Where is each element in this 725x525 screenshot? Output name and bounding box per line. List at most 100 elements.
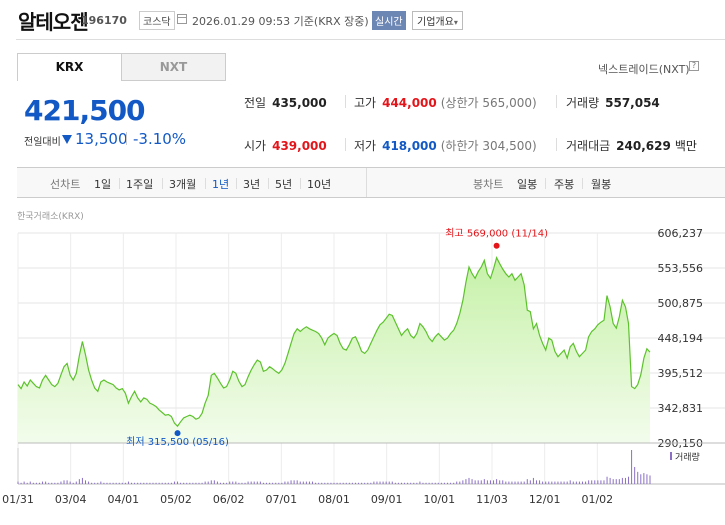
volume-bar xyxy=(612,479,614,484)
volume-bar xyxy=(354,482,356,484)
volume-bar xyxy=(569,480,571,484)
volume-legend-label: 거래량 xyxy=(675,451,700,463)
volume-bar xyxy=(545,481,547,484)
volume-bar xyxy=(443,482,445,484)
volume-bar xyxy=(471,479,473,484)
volume-bar xyxy=(167,482,169,484)
period-1w[interactable]: 1주일 xyxy=(126,178,154,191)
stat-low: 저가 418,000 (하한가 304,500) xyxy=(354,137,537,154)
volume-bar xyxy=(131,482,133,484)
volume-bar xyxy=(440,482,442,484)
period-divider xyxy=(300,178,301,189)
volume-bar xyxy=(287,481,289,484)
volume-bar xyxy=(551,481,553,484)
x-tick-label: 08/01 xyxy=(318,493,350,506)
volume-bar xyxy=(106,482,108,484)
volume-bar xyxy=(88,481,90,484)
period-divider xyxy=(162,178,163,189)
volume-bar xyxy=(388,481,390,484)
volume-bar xyxy=(505,481,507,484)
tab-nxt[interactable]: NXT xyxy=(121,53,226,81)
volume-bar xyxy=(223,482,225,484)
volume-bar xyxy=(121,482,123,484)
stat-divider xyxy=(345,138,346,151)
stat-label: 거래량 xyxy=(566,96,600,110)
stat-prev-close: 전일 435,000 xyxy=(244,94,327,111)
period-bar-divider xyxy=(366,168,367,197)
volume-bar xyxy=(91,482,93,484)
volume-bar xyxy=(72,482,74,484)
tab-krx[interactable]: KRX xyxy=(17,53,122,81)
volume-bar xyxy=(315,482,317,484)
volume-bar xyxy=(502,480,504,484)
line-chart-label: 선차트 xyxy=(50,178,81,191)
volume-bar xyxy=(262,482,264,484)
volume-bar xyxy=(152,482,154,484)
volume-bar xyxy=(250,481,252,484)
period-1y[interactable]: 1년 xyxy=(212,178,230,191)
volume-bar xyxy=(566,481,568,484)
candle-weekly[interactable]: 주봉 xyxy=(554,178,575,191)
volume-bar xyxy=(336,482,338,484)
candle-daily[interactable]: 일봉 xyxy=(517,178,538,191)
stat-high: 고가 444,000 (상한가 565,000) xyxy=(354,94,537,111)
volume-bar xyxy=(201,482,203,484)
period-divider xyxy=(582,178,583,189)
period-3m[interactable]: 3개월 xyxy=(169,178,197,191)
realtime-button[interactable]: 실시간 xyxy=(372,11,406,30)
volume-bar xyxy=(489,480,491,484)
volume-bar xyxy=(143,482,145,484)
volume-bar xyxy=(272,482,274,484)
volume-bar xyxy=(112,482,114,484)
candle-monthly[interactable]: 월봉 xyxy=(591,178,612,191)
volume-bar xyxy=(321,482,323,484)
stat-label: 시가 xyxy=(244,139,267,153)
volume-bar xyxy=(308,481,310,484)
volume-bar xyxy=(358,482,360,484)
volume-bar xyxy=(606,476,608,484)
volume-bar xyxy=(330,482,332,484)
period-bar: 선차트 1일 1주일 3개월 1년 3년 5년 10년 봉차트 일봉 주봉 월봉 xyxy=(17,167,725,198)
volume-bar xyxy=(137,482,139,484)
company-info-button[interactable]: 기업개요▾ xyxy=(412,11,463,30)
volume-bar xyxy=(247,481,249,484)
volume-bar xyxy=(140,482,142,484)
stat-value: 439,000 xyxy=(272,139,327,153)
period-3y[interactable]: 3년 xyxy=(243,178,261,191)
volume-bar xyxy=(345,482,347,484)
volume-bar xyxy=(48,482,50,484)
help-icon[interactable]: ? xyxy=(689,61,699,71)
nextrade-link[interactable]: 넥스트레이드(NXT) xyxy=(598,63,690,76)
volume-bar xyxy=(373,481,375,484)
volume-bar xyxy=(394,482,396,484)
stat-amount: 거래대금 240,629 백만 xyxy=(566,137,697,154)
y-tick-label: 448,194 xyxy=(658,332,704,345)
volume-bar xyxy=(628,476,630,484)
volume-bar xyxy=(637,471,639,484)
volume-bar xyxy=(370,482,372,484)
volume-bar xyxy=(241,482,243,484)
volume-bar xyxy=(51,482,53,484)
change-divider xyxy=(126,132,127,145)
period-5y[interactable]: 5년 xyxy=(275,178,293,191)
volume-bar xyxy=(634,467,636,484)
period-10y[interactable]: 10년 xyxy=(307,178,332,191)
stat-label: 저가 xyxy=(354,139,377,153)
volume-bar xyxy=(526,479,528,484)
volume-bar xyxy=(493,480,495,484)
volume-bar xyxy=(391,481,393,484)
volume-bar xyxy=(333,482,335,484)
volume-bar xyxy=(318,482,320,484)
volume-bar xyxy=(456,481,458,484)
min-marker xyxy=(174,430,181,437)
volume-bar xyxy=(508,481,510,484)
volume-bar xyxy=(269,482,271,484)
volume-bar xyxy=(621,477,623,484)
change-percent: -3.10% xyxy=(133,130,187,148)
volume-bar xyxy=(275,482,277,484)
volume-legend-swatch xyxy=(670,452,672,460)
volume-bar xyxy=(477,480,479,484)
volume-bar xyxy=(351,482,353,484)
period-1d[interactable]: 1일 xyxy=(94,178,112,191)
